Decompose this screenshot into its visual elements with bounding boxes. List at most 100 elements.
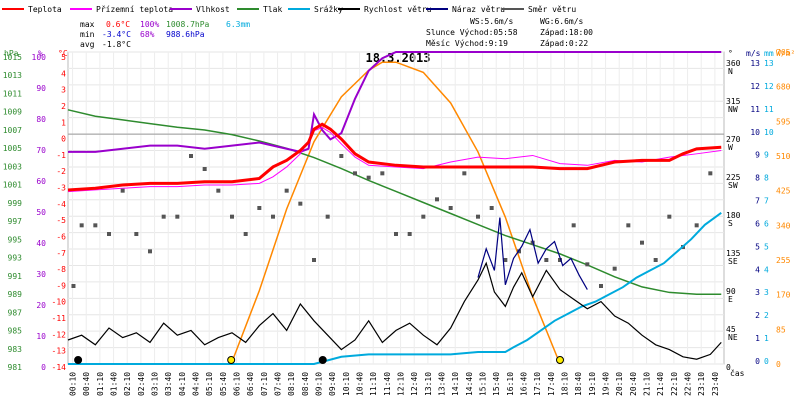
legend-label: Přízemní teplota: [96, 5, 173, 14]
x-tick-label: 21:40: [656, 372, 665, 396]
wind-direction-dot: [503, 258, 508, 262]
wind-direction-dot: [161, 214, 166, 219]
axis-sun-tick: 255: [776, 256, 791, 265]
info-wg: WG:6.6m/s: [540, 17, 584, 26]
axis-wind-tick: 3: [755, 288, 760, 297]
legend-label: Srážky: [314, 5, 343, 14]
axis-pct-tick: 50: [36, 208, 46, 217]
stats-min-press: 988.6hPa: [166, 30, 205, 39]
axis-dir-label: E: [728, 295, 733, 304]
axis-dir-tick: 135: [726, 249, 741, 258]
axis-wind-tick: 7: [755, 197, 760, 206]
axis-hpa-tick: 1003: [3, 162, 22, 171]
stats-avg-temp: -1.8°C: [102, 40, 131, 49]
axis-rain-tick: 4: [764, 265, 769, 274]
wind-direction-dot: [230, 214, 234, 219]
wind-direction-dot: [271, 214, 275, 219]
x-tick-label: 22:40: [684, 372, 693, 396]
axis-rain-tick: 11: [764, 105, 774, 114]
axis-wind-tick: 8: [755, 174, 760, 183]
wind-direction-dot: [667, 214, 672, 219]
axis-temp-tick: -9: [56, 281, 66, 290]
info-sun-set: Západ:18:00: [540, 28, 593, 37]
legend-label: Směr větru: [528, 5, 576, 14]
wind-direction-dot: [640, 240, 644, 245]
x-tick-label: 18:40: [574, 372, 583, 396]
stats-avg-label: avg: [80, 40, 95, 49]
axis-temp-tick: -3: [56, 184, 66, 193]
wind-direction-dot: [421, 214, 426, 219]
axis-time-label: čas: [730, 368, 745, 378]
axis-dir-title: °: [728, 49, 733, 58]
axis-pct-tick: 100: [32, 53, 47, 62]
axis-sun-title: W/m²: [776, 49, 795, 58]
wind-direction-dot: [298, 201, 303, 206]
axis-rain-tick: 7: [764, 197, 769, 206]
axis-wind-tick: 12: [750, 82, 760, 91]
axis-dir-tick: 225: [726, 173, 741, 182]
axis-rain-tick: 9: [764, 151, 769, 160]
wind-direction-dot: [366, 175, 371, 180]
sunset-marker: [556, 356, 564, 364]
wind-direction-dot: [585, 262, 590, 267]
x-tick-label: 21:10: [643, 372, 652, 396]
x-tick-label: 16:40: [520, 372, 529, 396]
wind-direction-dot: [544, 258, 549, 262]
axis-pct-tick: 0: [41, 363, 46, 372]
axis-sun-tick: 170: [776, 291, 791, 300]
x-tick-label: 20:40: [629, 372, 638, 396]
wind-direction-dot: [708, 171, 713, 176]
axis-temp-tick: -2: [56, 167, 66, 176]
legend-label: Náraz větru: [452, 5, 505, 14]
wind-direction-dot: [571, 223, 576, 228]
x-tick-label: 06:10: [233, 372, 242, 396]
axis-sun-tick: 340: [776, 221, 791, 230]
axis-dir-tick: 0: [726, 363, 731, 372]
info-sun-rise: Slunce Východ:05:58: [426, 28, 518, 37]
x-tick-label: 08:40: [301, 372, 310, 396]
x-tick-label: 05:40: [219, 372, 228, 396]
x-tick-label: 13:40: [438, 372, 447, 396]
axis-dir-label: SE: [728, 257, 738, 266]
wind-direction-dot: [476, 214, 480, 219]
axis-dir-tick: 90: [726, 287, 736, 296]
wind-speed-line: [67, 261, 722, 360]
wind-direction-dot: [148, 249, 152, 254]
axis-rain-tick: 13: [764, 59, 774, 68]
stats-min-hum: 68%: [140, 30, 155, 39]
wind-direction-dot: [325, 214, 330, 219]
wind-direction-dot: [558, 258, 562, 262]
axis-hpa-tick: 993: [8, 254, 23, 263]
axis-hpa-tick: 985: [8, 327, 23, 336]
stats-max-label: max: [80, 20, 95, 29]
x-tick-label: 11:10: [369, 372, 378, 396]
axis-hpa-tick: 1005: [3, 144, 22, 153]
axis-sun-tick: 0: [776, 360, 781, 369]
pressure-line: [67, 109, 722, 296]
wind-direction-dot: [134, 232, 139, 236]
x-tick-label: 09:10: [315, 372, 324, 396]
stats-min-label: min: [80, 30, 95, 39]
x-tick-label: 09:40: [328, 372, 337, 396]
axis-temp-tick: -8: [56, 265, 66, 274]
x-tick-label: 00:40: [82, 372, 91, 396]
axis-temp-tick: -7: [56, 249, 66, 258]
x-tick-label: 19:10: [588, 372, 597, 396]
axis-temp-tick: 2: [61, 102, 66, 111]
axis-hpa-tick: 999: [8, 199, 23, 208]
axis-wind-tick: 9: [755, 151, 760, 160]
plot-area: [67, 51, 722, 365]
axis-temp-tick: 1: [61, 118, 66, 127]
x-tick-label: 06:40: [246, 372, 255, 396]
x-tick-label: 17:10: [533, 372, 542, 396]
axis-rain-tick: 8: [764, 174, 769, 183]
x-tick-label: 01:10: [96, 372, 105, 396]
axis-dir-label: W: [728, 143, 733, 152]
axis-wind-tick: 11: [750, 105, 760, 114]
axis-rain-tick: 10: [764, 128, 774, 137]
stats-max-temp: 0.6°C: [106, 20, 130, 29]
axis-temp-title: °C: [58, 49, 68, 58]
x-tick-label: 22:10: [670, 372, 679, 396]
wind-direction-dot: [71, 284, 76, 288]
wind-direction-dot: [462, 171, 467, 176]
